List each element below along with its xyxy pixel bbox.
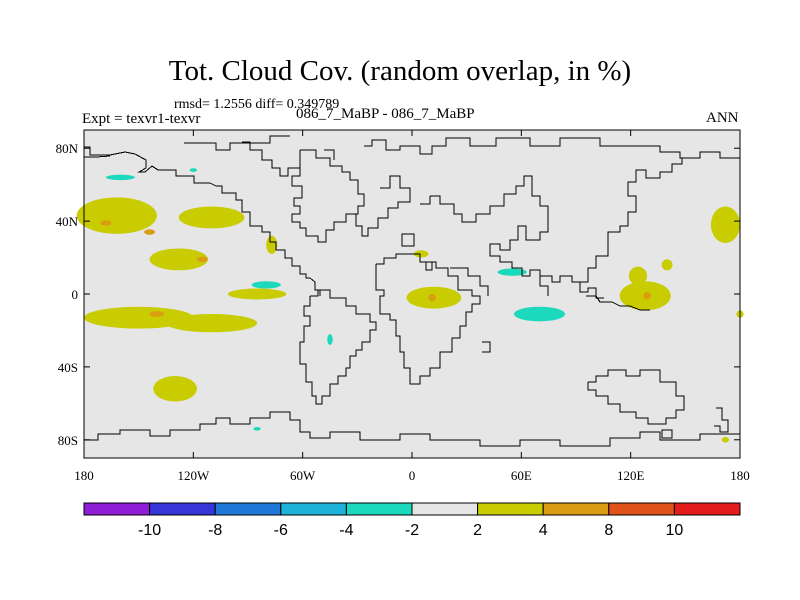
anomaly-region-13: [661, 259, 673, 271]
anomaly-region-10: [628, 266, 648, 285]
colorbar-label-8: 10: [666, 522, 684, 539]
anomaly-region-6: [166, 314, 258, 333]
anomaly-layer: [76, 168, 744, 443]
colorbar-bin-1: [149, 502, 216, 516]
colorbar-bin-6: [477, 502, 544, 516]
anomaly-region-17: [428, 294, 436, 302]
x-tick-label-3: 0: [409, 468, 416, 483]
y-tick-label-1: 40N: [56, 214, 79, 229]
anomaly-region-20: [105, 174, 136, 181]
colorbar-bin-8: [608, 502, 675, 516]
experiment-label: Expt = texvr1-texvr: [82, 111, 201, 127]
anomaly-region-16: [196, 256, 208, 263]
anomaly-region-18: [643, 292, 651, 300]
stats-label: rmsd= 1.2556 diff= 0.349789: [174, 97, 340, 112]
colorbar-bin-9: [673, 502, 741, 516]
anomaly-region-26: [253, 427, 261, 431]
anomaly-region-22: [497, 268, 527, 276]
colorbar-label-4: -2: [405, 522, 419, 539]
anomaly-region-24: [327, 334, 333, 346]
colorbar-label-2: -6: [274, 522, 288, 539]
colorbar-bin-5: [411, 502, 479, 516]
colorbar: -10 -8 -6 -4 -2 2 4 8 10: [83, 502, 741, 539]
colorbar-bin-3: [280, 502, 347, 516]
colorbar-label-0: -10: [138, 522, 161, 539]
season-label: ANN: [706, 110, 739, 126]
colorbar-label-6: 4: [539, 522, 548, 539]
anomaly-region-12: [710, 206, 741, 243]
anomaly-region-3: [266, 235, 278, 254]
anomaly-region-15: [144, 229, 156, 235]
anomaly-region-1: [178, 206, 245, 229]
y-tick-label-0: 80N: [56, 141, 79, 156]
y-tick-label-4: 80S: [58, 433, 78, 448]
y-tick-label-2: 0: [72, 287, 79, 302]
anomaly-region-7: [153, 376, 197, 402]
colorbar-bin-0: [83, 502, 151, 516]
x-tick-label-4: 60E: [511, 468, 532, 483]
colorbar-label-7: 8: [604, 522, 613, 539]
colorbar-label-5: 2: [473, 522, 482, 539]
anomaly-region-14: [100, 220, 112, 226]
chart-title: Tot. Cloud Cov. (random overlap, in %): [168, 55, 632, 87]
anomaly-region-8: [413, 250, 429, 258]
x-tick-label-0: 180: [74, 468, 94, 483]
anomaly-region-28: [721, 437, 730, 443]
case-label: 086_7_MaBP - 086_7_MaBP: [296, 106, 475, 122]
colorbar-bin-4: [345, 502, 413, 516]
anomaly-region-4: [227, 288, 287, 300]
x-axis: 180 120W 60W 0 60E 120E 180: [74, 130, 750, 483]
anomaly-region-2: [149, 248, 208, 271]
anomaly-region-25: [189, 168, 197, 172]
y-axis: 80N 40N 0 40S 80S: [56, 141, 740, 448]
colorbar-label-1: -8: [208, 522, 222, 539]
x-tick-label-1: 120W: [177, 468, 210, 483]
colorbar-bin-7: [542, 502, 610, 516]
x-tick-label-5: 120E: [617, 468, 645, 483]
anomaly-region-21: [251, 281, 281, 289]
x-tick-label-2: 60W: [290, 468, 316, 483]
anomaly-region-0: [76, 197, 157, 234]
colorbar-label-3: -4: [339, 522, 353, 539]
y-tick-label-3: 40S: [58, 360, 78, 375]
x-tick-label-6: 180: [730, 468, 750, 483]
anomaly-region-19: [149, 311, 165, 317]
colorbar-bin-2: [214, 502, 282, 516]
anomaly-region-23: [514, 306, 566, 322]
